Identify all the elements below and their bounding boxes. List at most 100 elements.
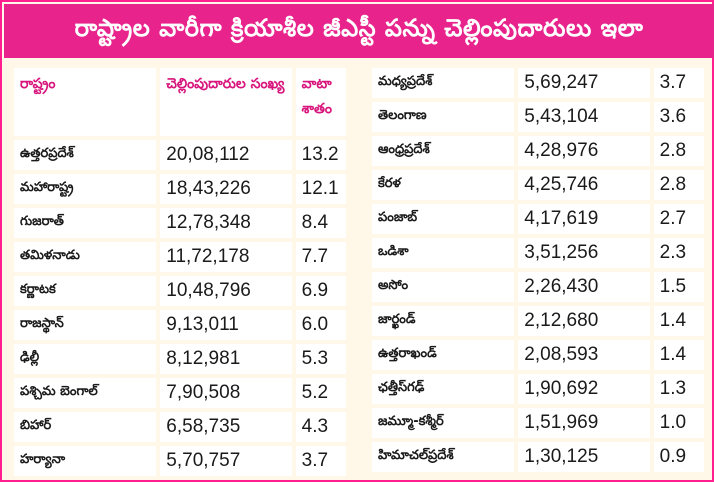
count-cell: 11,72,178 bbox=[160, 242, 292, 272]
table-row: రాజస్థాన్ 9,13,011 6.0 bbox=[14, 310, 346, 340]
count-cell: 6,58,735 bbox=[160, 412, 292, 442]
share-cell: 2.3 bbox=[653, 238, 704, 268]
state-cell: ఒడిశా bbox=[372, 238, 515, 268]
table-row: ఛత్తీస్‌గఢ్ 1,90,692 1.3 bbox=[372, 374, 704, 404]
count-cell: 10,48,796 bbox=[160, 276, 292, 306]
table-row: మహారాష్ట్ర 18,43,226 12.1 bbox=[14, 174, 346, 204]
state-cell: ఉత్తరప్రదేశ్ bbox=[14, 140, 157, 170]
table-row: మధ్యప్రదేశ్ 5,69,247 3.7 bbox=[372, 68, 704, 98]
table-row: ఆంధ్రప్రదేశ్ 4,28,976 2.8 bbox=[372, 136, 704, 166]
table-row: హిమాచల్‌ప్రదేశ్ 1,30,125 0.9 bbox=[372, 442, 704, 472]
state-cell: ఆంధ్రప్రదేశ్ bbox=[372, 136, 515, 166]
count-cell: 9,13,011 bbox=[160, 310, 292, 340]
count-cell: 2,12,680 bbox=[518, 306, 650, 336]
state-cell: జార్ఖండ్ bbox=[372, 306, 515, 336]
share-cell: 1.4 bbox=[653, 340, 704, 370]
share-cell: 5.3 bbox=[295, 344, 346, 374]
share-cell: 12.1 bbox=[295, 174, 346, 204]
table-row: పంజాబ్ 4,17,619 2.7 bbox=[372, 204, 704, 234]
count-cell: 4,28,976 bbox=[518, 136, 650, 166]
state-cell: తెలంగాణ bbox=[372, 102, 515, 132]
count-cell: 18,43,226 bbox=[160, 174, 292, 204]
count-cell: 3,51,256 bbox=[518, 238, 650, 268]
state-cell: ఉత్తరాఖండ్ bbox=[372, 340, 515, 370]
share-cell: 3.6 bbox=[653, 102, 704, 132]
table-row: పశ్చిమ బెంగాల్ 7,90,508 5.2 bbox=[14, 378, 346, 408]
count-cell: 12,78,348 bbox=[160, 208, 292, 238]
table-row: బిహార్ 6,58,735 4.3 bbox=[14, 412, 346, 442]
count-cell: 4,17,619 bbox=[518, 204, 650, 234]
left-table-body: ఉత్తరప్రదేశ్ 20,08,112 13.2 మహారాష్ట్ర 18,43… bbox=[14, 140, 346, 476]
share-cell: 2.8 bbox=[653, 136, 704, 166]
count-cell: 8,12,981 bbox=[160, 344, 292, 374]
table-row: తెలంగాణ 5,43,104 3.6 bbox=[372, 102, 704, 132]
count-cell: 1,30,125 bbox=[518, 442, 650, 472]
state-cell: జమ్మూ-కశ్మీర్ bbox=[372, 408, 515, 438]
count-cell: 5,70,757 bbox=[160, 446, 292, 476]
count-cell: 2,08,593 bbox=[518, 340, 650, 370]
share-cell: 7.7 bbox=[295, 242, 346, 272]
state-cell: పశ్చిమ బెంగాల్ bbox=[14, 378, 157, 408]
left-table: రాష్ట్రం చెల్లింపుదారుల సంఖ్య వాటా శాతం … bbox=[10, 64, 350, 476]
share-cell: 3.7 bbox=[295, 446, 346, 476]
page-title: రాష్ట్రాల వారీగా క్రియాశీల జీఎస్టీ పన్ను… bbox=[4, 4, 714, 58]
count-cell: 1,51,969 bbox=[518, 408, 650, 438]
header-share: వాటా శాతం bbox=[295, 68, 346, 136]
share-cell: 13.2 bbox=[295, 140, 346, 170]
share-cell: 2.8 bbox=[653, 170, 704, 200]
state-cell: రాజస్థాన్ bbox=[14, 310, 157, 340]
share-cell: 8.4 bbox=[295, 208, 346, 238]
share-cell: 6.9 bbox=[295, 276, 346, 306]
right-table: మధ్యప్రదేశ్ 5,69,247 3.7 తెలంగాణ 5,43,104 3.6… bbox=[368, 64, 708, 476]
state-cell: మధ్యప్రదేశ్ bbox=[372, 68, 515, 98]
right-table-body: మధ్యప్రదేశ్ 5,69,247 3.7 తెలంగాణ 5,43,104 3.6… bbox=[372, 68, 704, 472]
header-count: చెల్లింపుదారుల సంఖ్య bbox=[160, 68, 292, 136]
table-row: గుజరాత్ 12,78,348 8.4 bbox=[14, 208, 346, 238]
state-cell: బిహార్ bbox=[14, 412, 157, 442]
state-cell: కేరళ bbox=[372, 170, 515, 200]
state-cell: హర్యానా bbox=[14, 446, 157, 476]
table-row: జమ్మూ-కశ్మీర్ 1,51,969 1.0 bbox=[372, 408, 704, 438]
state-cell: హిమాచల్‌ప్రదేశ్ bbox=[372, 442, 515, 472]
count-cell: 5,43,104 bbox=[518, 102, 650, 132]
count-cell: 4,25,746 bbox=[518, 170, 650, 200]
share-cell: 1.4 bbox=[653, 306, 704, 336]
table-row: తమిళనాడు 11,72,178 7.7 bbox=[14, 242, 346, 272]
count-cell: 20,08,112 bbox=[160, 140, 292, 170]
table-row: హర్యానా 5,70,757 3.7 bbox=[14, 446, 346, 476]
share-cell: 1.3 bbox=[653, 374, 704, 404]
table-row: ఉత్తరప్రదేశ్ 20,08,112 13.2 bbox=[14, 140, 346, 170]
right-table-grid: మధ్యప్రదేశ్ 5,69,247 3.7 తెలంగాణ 5,43,104 3.6… bbox=[368, 64, 708, 476]
share-cell: 2.7 bbox=[653, 204, 704, 234]
state-cell: పంజాబ్ bbox=[372, 204, 515, 234]
left-table-grid: రాష్ట్రం చెల్లింపుదారుల సంఖ్య వాటా శాతం … bbox=[10, 64, 350, 480]
share-cell: 5.2 bbox=[295, 378, 346, 408]
share-cell: 1.5 bbox=[653, 272, 704, 302]
state-cell: కర్ణాటక bbox=[14, 276, 157, 306]
table-row: ఢిల్లీ 8,12,981 5.3 bbox=[14, 344, 346, 374]
state-cell: మహారాష్ట్ర bbox=[14, 174, 157, 204]
share-cell: 6.0 bbox=[295, 310, 346, 340]
table-row: జార్ఖండ్ 2,12,680 1.4 bbox=[372, 306, 704, 336]
header-state: రాష్ట్రం bbox=[14, 68, 157, 136]
share-cell: 3.7 bbox=[653, 68, 704, 98]
table-row: అసోం 2,26,430 1.5 bbox=[372, 272, 704, 302]
state-cell: ఢిల్లీ bbox=[14, 344, 157, 374]
count-cell: 1,90,692 bbox=[518, 374, 650, 404]
count-cell: 2,26,430 bbox=[518, 272, 650, 302]
table-row: కర్ణాటక 10,48,796 6.9 bbox=[14, 276, 346, 306]
table-row: ఉత్తరాఖండ్ 2,08,593 1.4 bbox=[372, 340, 704, 370]
left-header-row: రాష్ట్రం చెల్లింపుదారుల సంఖ్య వాటా శాతం bbox=[14, 68, 346, 136]
count-cell: 5,69,247 bbox=[518, 68, 650, 98]
count-cell: 7,90,508 bbox=[160, 378, 292, 408]
share-cell: 1.0 bbox=[653, 408, 704, 438]
share-cell: 0.9 bbox=[653, 442, 704, 472]
state-cell: గుజరాత్ bbox=[14, 208, 157, 238]
table-row: కేరళ 4,25,746 2.8 bbox=[372, 170, 704, 200]
state-cell: తమిళనాడు bbox=[14, 242, 157, 272]
state-cell: అసోం bbox=[372, 272, 515, 302]
state-cell: ఛత్తీస్‌గఢ్ bbox=[372, 374, 515, 404]
share-cell: 4.3 bbox=[295, 412, 346, 442]
table-row: ఒడిశా 3,51,256 2.3 bbox=[372, 238, 704, 268]
